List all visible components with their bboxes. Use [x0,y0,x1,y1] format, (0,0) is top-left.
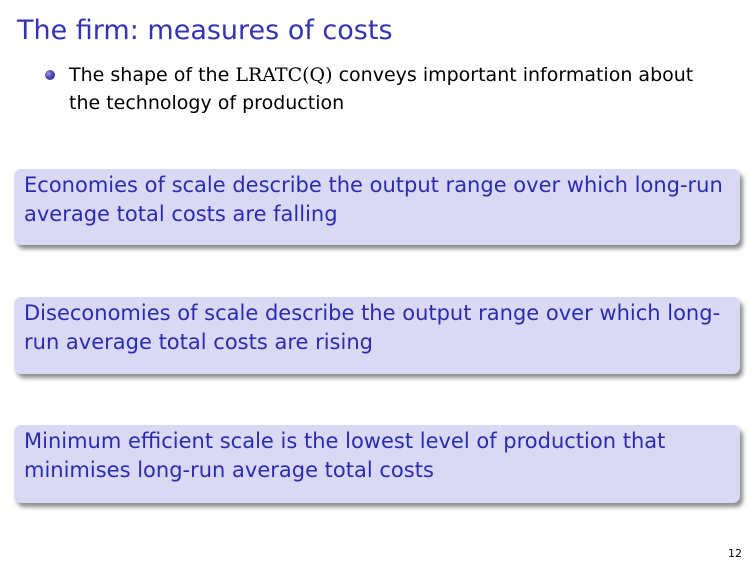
block-text: Diseconomies of scale describe the outpu… [24,301,721,354]
block-text: Economies of scale describe the output r… [24,173,723,226]
bullet-dot-icon [45,70,55,80]
economies-of-scale-block: Economies of scale describe the output r… [14,169,740,245]
diseconomies-of-scale-block: Diseconomies of scale describe the outpu… [14,297,740,374]
bullet-math: LRATC(Q) [235,64,333,86]
page-number: 12 [728,547,742,560]
bullet-text-after: conveys important information about the … [69,64,694,114]
slide-title: The firm: measures of costs [17,15,393,46]
block-text: Minimum efficient scale is the lowest le… [24,429,666,482]
minimum-efficient-scale-block: Minimum efficient scale is the lowest le… [14,425,740,503]
bullet-text-before: The shape of the [69,64,236,86]
bullet-text: The shape of the LRATC(Q) conveys import… [69,61,729,117]
